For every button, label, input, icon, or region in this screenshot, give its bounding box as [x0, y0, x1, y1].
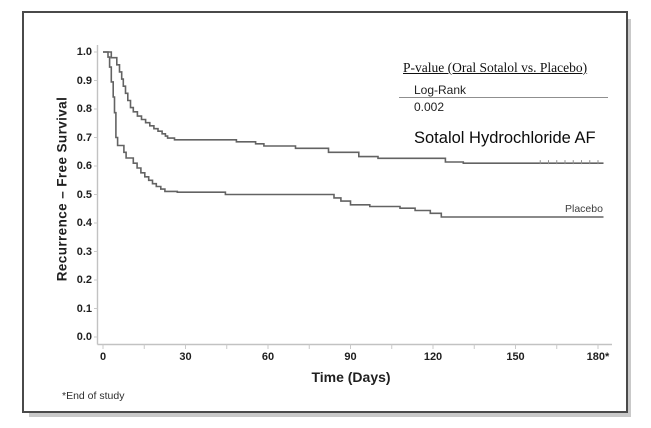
p-value: 0.002 — [414, 100, 445, 114]
y-tick-label: 0.5 — [76, 188, 92, 201]
axis-lines — [96, 45, 612, 346]
series-label-sotalol: Sotalol Hydrochloride AF — [414, 129, 596, 147]
figure-border — [22, 11, 628, 413]
x-tick-label: 150 — [506, 351, 525, 363]
survival-curve-placebo — [103, 51, 604, 218]
y-tick-label: 0.4 — [76, 217, 92, 229]
end-of-study-footnote: *End of study — [62, 390, 125, 402]
y-tick-label: 0.9 — [76, 74, 92, 87]
x-tick-label: 30 — [179, 351, 192, 363]
y-tick-label: 0.1 — [76, 302, 92, 315]
y-tick-label: 0.8 — [76, 103, 92, 115]
p-value-heading: P-value (Oral Sotalol vs. Placebo) — [403, 60, 588, 75]
x-tick-label: 120 — [423, 351, 443, 363]
y-tick-label: 0.3 — [76, 245, 92, 258]
survival-curve-sotalol — [103, 51, 604, 164]
axis-tick-marks — [94, 51, 599, 349]
y-tick-label: 0.2 — [76, 274, 92, 286]
y-tick-label: 1.0 — [76, 46, 92, 58]
y-tick-label: 0.7 — [76, 131, 92, 144]
x-axis-title: Time (Days) — [311, 369, 391, 385]
log-rank-label: Log-Rank — [414, 83, 467, 97]
y-tick-label: 0.6 — [76, 160, 92, 172]
series-label-placebo: Placebo — [565, 203, 603, 215]
x-tick-label: 0 — [99, 351, 107, 363]
log-rank-rule — [399, 97, 608, 98]
x-tick-label: 60 — [261, 351, 275, 363]
y-tick-label: 0.0 — [76, 331, 92, 343]
x-tick-label: 90 — [344, 351, 357, 363]
censor-marks-sotalol — [539, 160, 599, 165]
x-tick-label: 180* — [586, 351, 610, 363]
